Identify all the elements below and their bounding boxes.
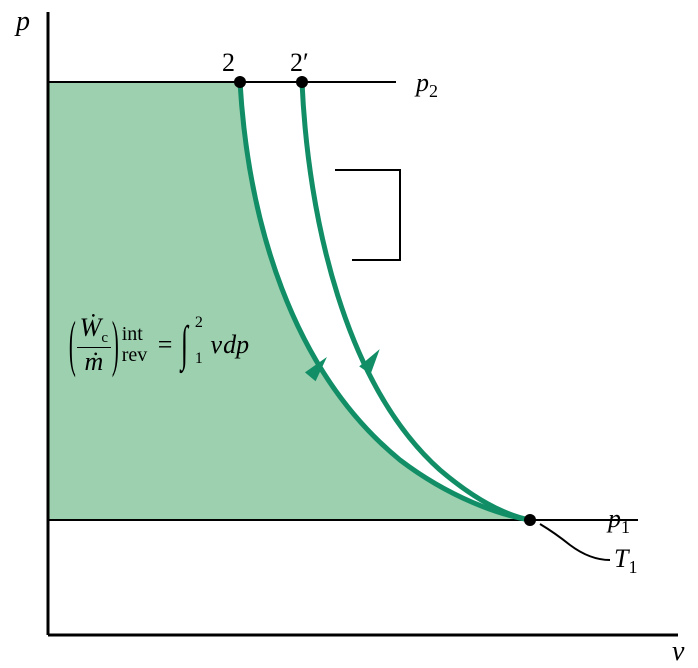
point-state-1	[524, 514, 536, 526]
bracket-leader	[335, 170, 400, 260]
y-axis-label: p	[16, 6, 30, 38]
label-p1: p1	[608, 504, 630, 538]
label-p2: p2	[416, 68, 438, 102]
work-integral-formula: ( Ẇc ṁ ) int rev = ∫ 2 1 vdp	[68, 315, 249, 375]
label-T1: T1	[614, 544, 637, 578]
x-axis-label: v	[672, 636, 684, 668]
leader-T1	[540, 524, 610, 560]
label-state-2: 2	[222, 48, 235, 78]
pv-compression-diagram: { "type": "thermo-pv-diagram", "canvas":…	[0, 0, 698, 667]
label-state-2prime: 2′	[290, 48, 309, 78]
point-state-2	[234, 76, 246, 88]
